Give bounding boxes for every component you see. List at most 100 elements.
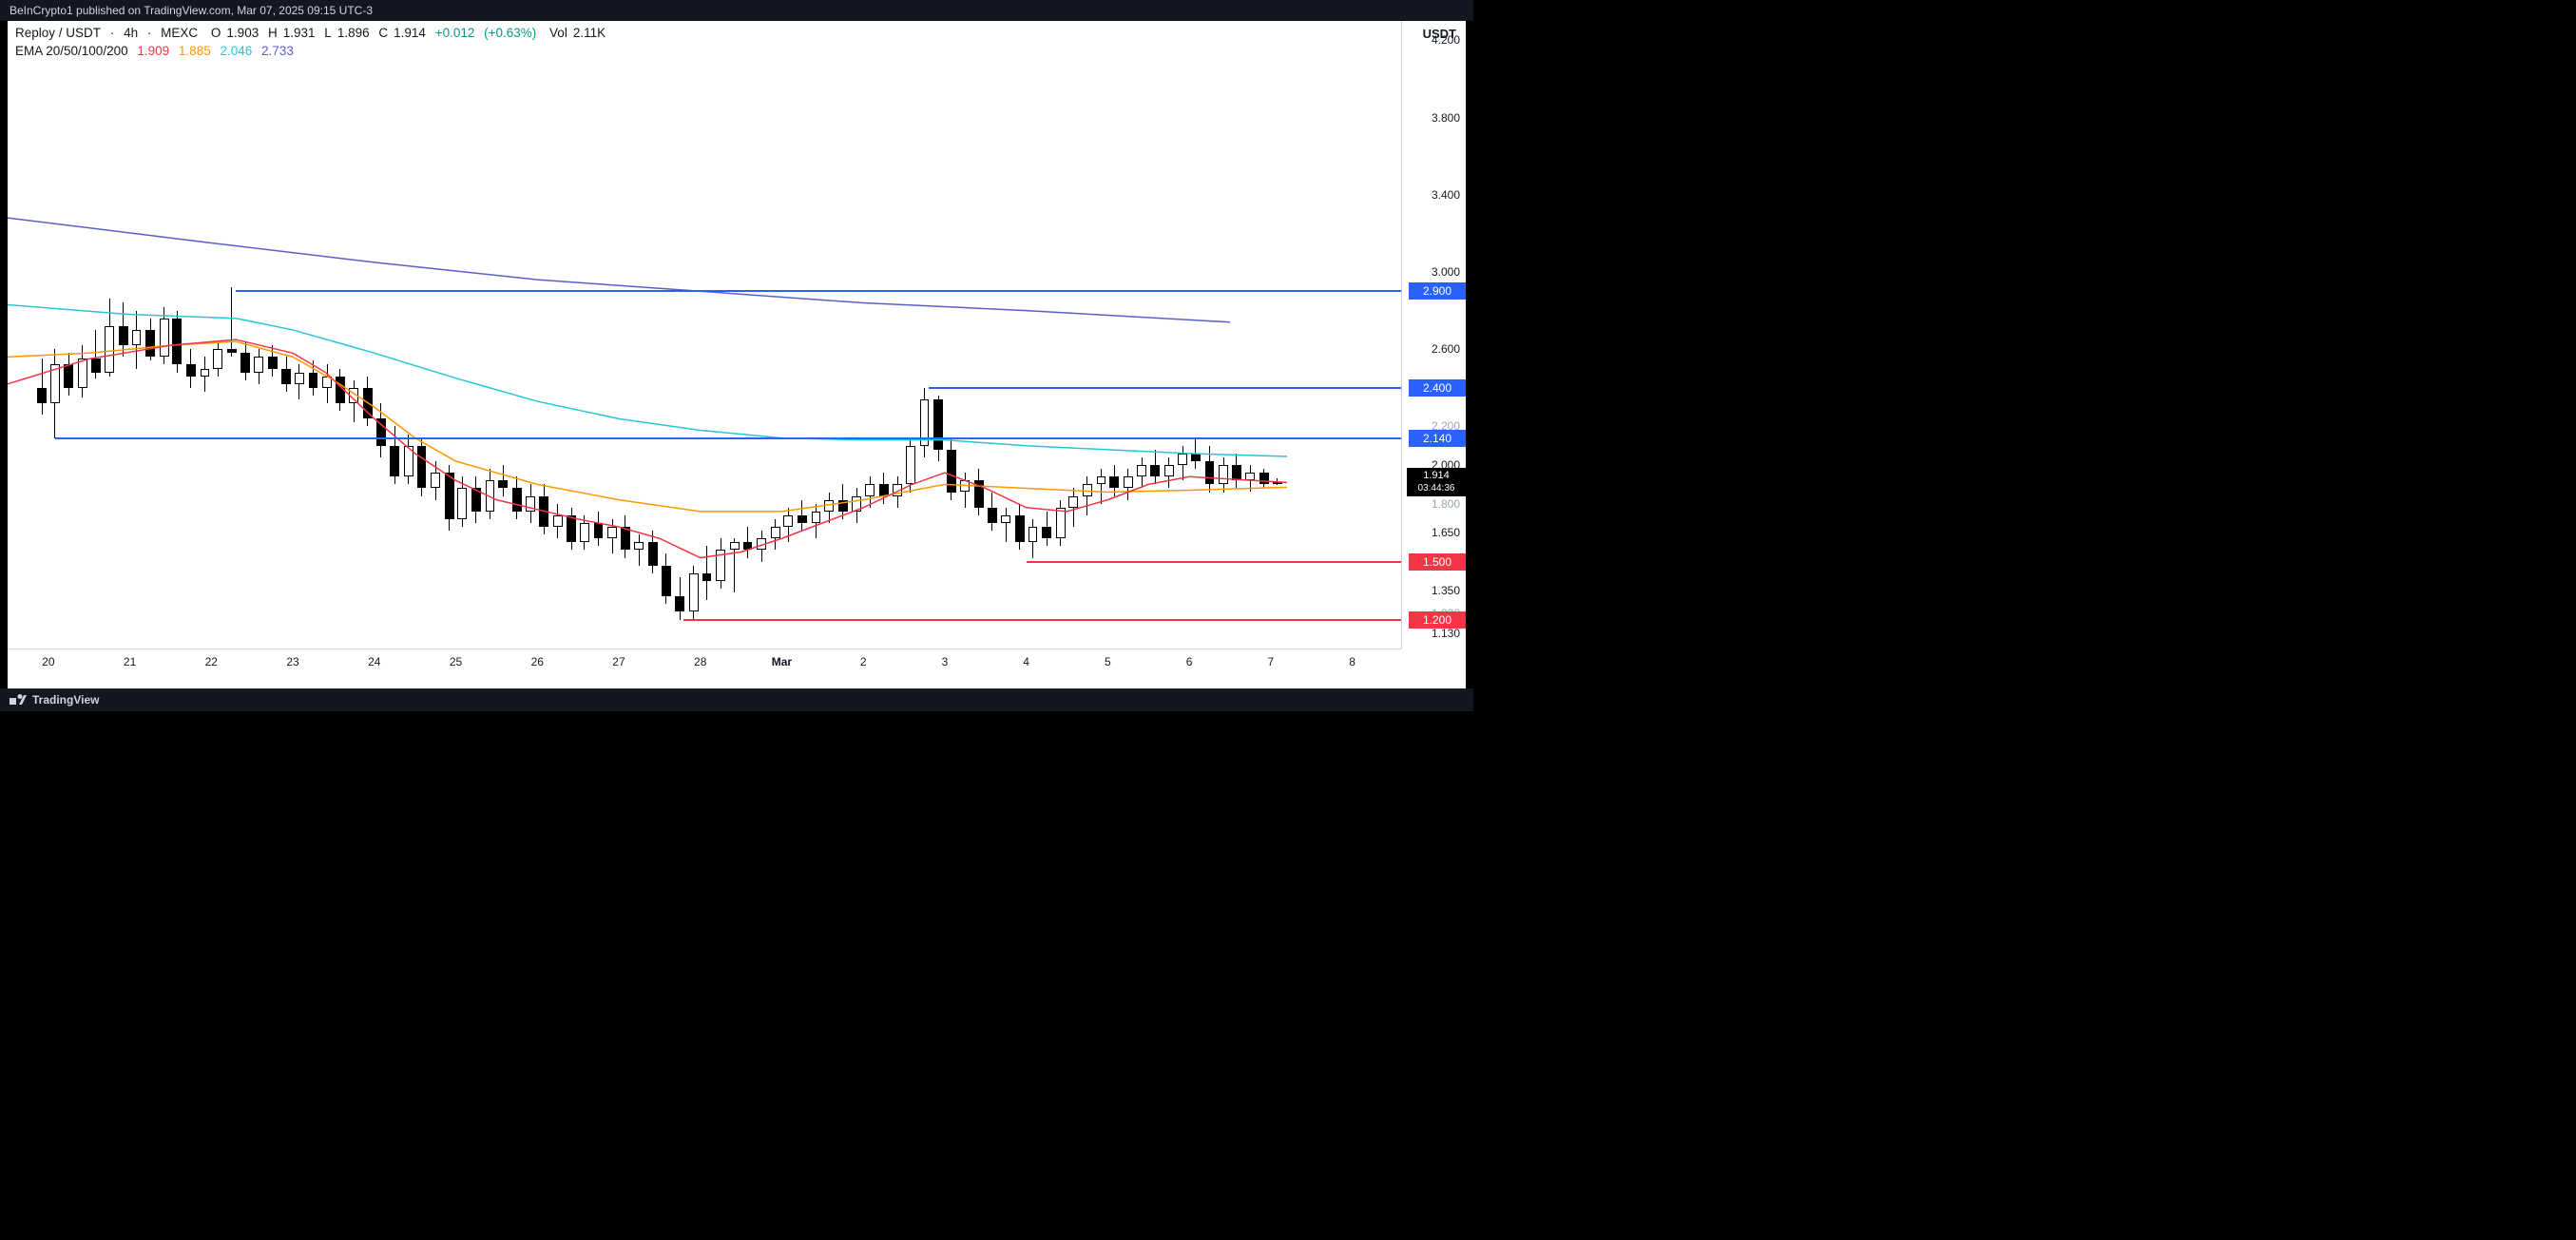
candle-body[interactable] [1273,482,1282,484]
candle-body[interactable] [702,573,712,581]
candle-body[interactable] [743,542,753,550]
candle-body[interactable] [662,566,671,596]
horizontal-line[interactable] [236,290,1401,292]
candle-body[interactable] [417,446,427,489]
candle-body[interactable] [78,358,87,387]
candle-body[interactable] [186,364,196,376]
candle-body[interactable] [947,450,956,493]
horizontal-line[interactable] [929,387,1401,389]
candle-body[interactable] [486,480,495,511]
candle-body[interactable] [812,512,821,523]
candle-body[interactable] [974,480,984,507]
candle-body[interactable] [879,484,889,495]
candle-body[interactable] [512,488,522,511]
candle-body[interactable] [689,573,699,612]
candle-body[interactable] [648,542,658,565]
candle-body[interactable] [567,515,576,542]
candle-body[interactable] [607,527,617,538]
candle-body[interactable] [91,358,101,372]
candle-body[interactable] [798,515,807,523]
candle-body[interactable] [1191,454,1201,461]
candle-body[interactable] [1028,527,1038,542]
candle-body[interactable] [50,364,60,403]
candle-body[interactable] [349,388,358,403]
candle-body[interactable] [838,500,848,512]
candle-body[interactable] [268,357,278,368]
candle-body[interactable] [431,473,440,488]
candle-body[interactable] [281,369,291,384]
candle-body[interactable] [1015,515,1025,542]
candle-body[interactable] [621,527,630,550]
candle-body[interactable] [1056,508,1066,538]
candle-body[interactable] [160,319,169,358]
candle-body[interactable] [1097,476,1106,484]
candle-body[interactable] [1083,484,1092,495]
candle-body[interactable] [1124,476,1133,488]
horizontal-line[interactable] [55,437,1401,439]
candle-body[interactable] [1137,465,1146,476]
candle-body[interactable] [363,388,373,418]
candle-body[interactable] [145,330,155,357]
candle-body[interactable] [240,353,250,372]
candle-body[interactable] [1042,527,1051,538]
candle-body[interactable] [227,349,237,353]
candle-body[interactable] [132,330,142,345]
chart-plot[interactable]: Reploy / USDT · 4h · MEXC O1.903 H1.931 … [8,21,1401,649]
candle-body[interactable] [1001,515,1010,523]
candle-body[interactable] [336,377,345,403]
candle-body[interactable] [404,446,413,476]
candle-body[interactable] [539,496,548,527]
candle-body[interactable] [471,488,481,511]
candle-body[interactable] [933,399,943,450]
candle-body[interactable] [852,496,861,512]
candle-body[interactable] [1219,465,1228,484]
candle-body[interactable] [201,369,210,377]
candle-body[interactable] [390,446,399,476]
candle-body[interactable] [376,418,386,445]
candle-body[interactable] [105,326,114,373]
candle-body[interactable] [1150,465,1160,476]
candle-body[interactable] [675,596,684,611]
candle-body[interactable] [716,550,725,580]
candle-body[interactable] [730,542,740,550]
candle-body[interactable] [783,515,793,527]
candle-body[interactable] [309,373,318,388]
candle-body[interactable] [757,538,766,550]
candle-body[interactable] [865,484,875,495]
x-axis[interactable]: 202122232425262728Mar2345678 [8,649,1401,688]
candle-body[interactable] [119,326,128,345]
candle-body[interactable] [295,373,304,384]
candle-body[interactable] [1245,473,1255,480]
candle-body[interactable] [1109,476,1119,488]
candle-body[interactable] [1205,461,1215,484]
candle-body[interactable] [526,496,535,512]
candle-body[interactable] [213,349,222,368]
candle-body[interactable] [553,515,563,527]
candle-body[interactable] [1232,465,1241,480]
candle-body[interactable] [594,523,604,538]
candle-wick [1086,476,1087,515]
chart-container[interactable]: USDT 4.2003.8003.4003.0002.6002.2002.000… [8,21,1466,688]
candle-body[interactable] [893,484,902,495]
candle-body[interactable] [64,364,73,387]
candle-body[interactable] [1178,454,1187,465]
candle-body[interactable] [960,480,970,492]
candle-body[interactable] [580,523,589,542]
candle-body[interactable] [498,480,508,488]
candle-body[interactable] [1068,496,1078,508]
candle-body[interactable] [254,357,263,372]
candle-body[interactable] [634,542,644,550]
candle-body[interactable] [988,508,997,523]
candle-body[interactable] [1164,465,1174,476]
candle-body[interactable] [824,500,834,512]
candle-body[interactable] [1259,473,1269,484]
horizontal-line[interactable] [1027,561,1401,563]
candle-body[interactable] [771,527,780,538]
candle-body[interactable] [172,319,182,365]
candle-body[interactable] [906,446,915,485]
candle-body[interactable] [457,488,467,518]
horizontal-line[interactable] [683,619,1401,621]
candle-body[interactable] [445,473,454,519]
candle-body[interactable] [322,377,332,388]
candle-body[interactable] [37,388,47,403]
